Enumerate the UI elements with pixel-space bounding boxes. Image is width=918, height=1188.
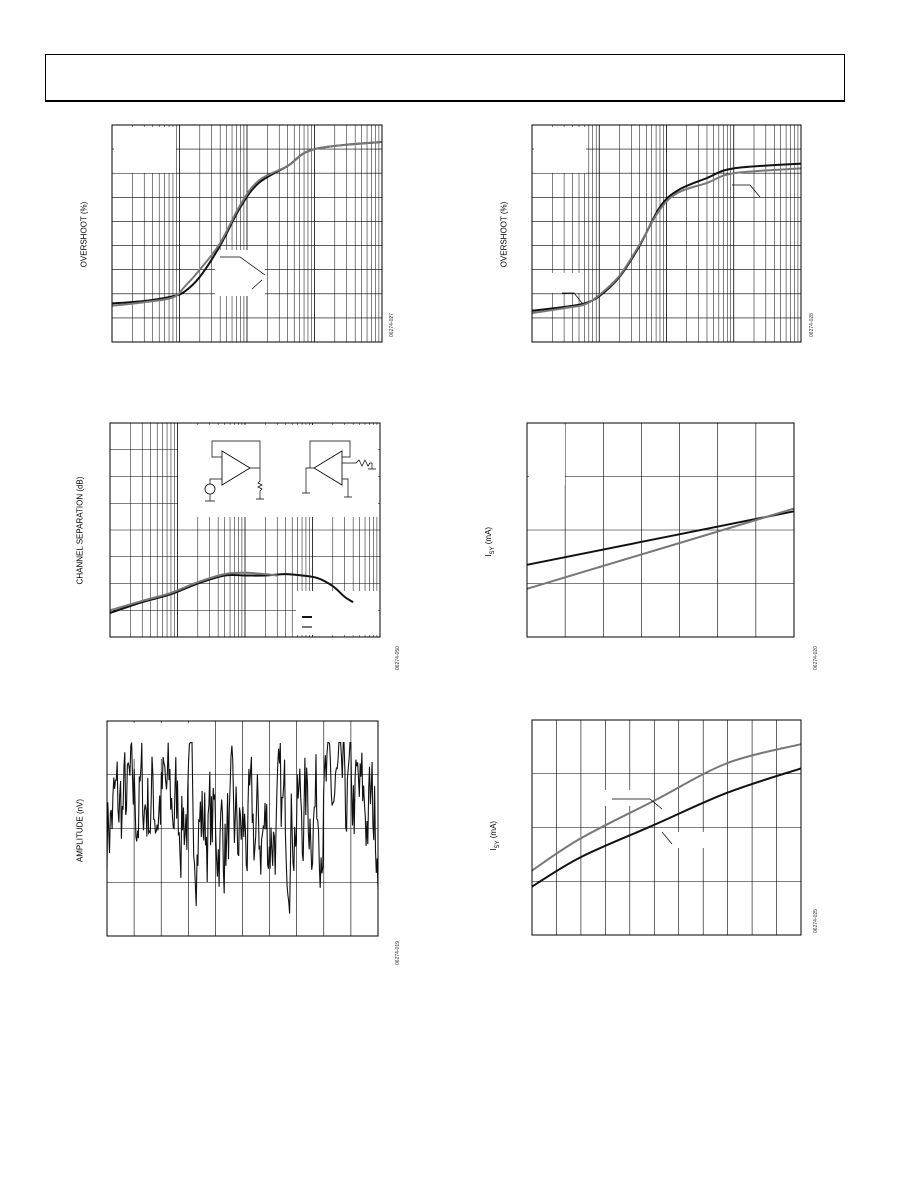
- y-axis-label: OVERSHOOT (%): [79, 201, 89, 268]
- series-line-2: [109, 571, 278, 612]
- label-clear-area: [534, 722, 556, 738]
- label-clear-area: [529, 425, 565, 485]
- opamp-symbol: [221, 450, 251, 486]
- label-leader-line: [220, 256, 266, 276]
- load-resistor-icon: [256, 468, 264, 500]
- y-axis-label: CHANNEL SEPARATION (dB): [75, 476, 85, 585]
- y-axis-label: ISY (mA): [489, 811, 501, 861]
- figure-id: 06274-050: [395, 646, 401, 670]
- label-clear-area: [215, 250, 265, 296]
- plot-frame: [106, 720, 379, 937]
- label-clear-area: [109, 723, 213, 759]
- series-line-2: [526, 507, 795, 590]
- ground-icon: [302, 467, 310, 494]
- ylabel-rest: (mA): [489, 820, 499, 841]
- series-line-1: [531, 767, 802, 888]
- series-line-1: [109, 573, 354, 614]
- y-axis-label: AMPLITUDE (nV): [75, 798, 85, 863]
- plot-frame: [531, 124, 802, 343]
- ylabel-main: I: [484, 554, 494, 557]
- feedback-wire: [211, 440, 261, 469]
- label-leader-line: [732, 184, 761, 198]
- chart-supply-current-lower: [531, 719, 802, 936]
- series-line-1: [526, 510, 795, 566]
- plot-frame: [109, 422, 381, 638]
- chart-voltage-noise: [106, 720, 379, 937]
- plot-frame: [111, 124, 383, 343]
- resistor-icon: [342, 459, 376, 470]
- chart-supply-current-upper: [526, 422, 795, 638]
- figure-id: 06274-019: [395, 941, 401, 965]
- y-axis-label: ISY (mA): [484, 517, 496, 567]
- chart-overshoot-left: [111, 124, 383, 343]
- plot-frame: [526, 422, 795, 638]
- ylabel-sub: SY: [494, 840, 501, 849]
- series-line-1: [106, 741, 379, 914]
- series-line-2: [111, 140, 383, 307]
- label-leader-line: [562, 292, 583, 304]
- figure-id: 06274-025: [813, 909, 819, 933]
- ylabel-rest: (mA): [484, 526, 494, 547]
- ground-icon: [205, 494, 215, 502]
- ground-icon: [342, 478, 352, 498]
- label-clear-area: [598, 790, 654, 806]
- input-wire: [209, 478, 222, 484]
- opamp-symbol: [313, 450, 343, 486]
- label-clear-area: [534, 273, 582, 293]
- label-clear-area: [178, 425, 378, 517]
- ylabel-main: I: [489, 848, 499, 851]
- figure-id: 06274-028: [809, 313, 815, 337]
- label-leader-line: [612, 798, 663, 810]
- figure-id: 06274-020: [813, 646, 819, 670]
- label-clear-area: [114, 127, 176, 173]
- figure-id: 06274-027: [389, 313, 395, 337]
- y-axis-label: OVERSHOOT (%): [499, 201, 509, 268]
- chart-channel-separation: [109, 422, 381, 638]
- ylabel-sub: SY: [489, 546, 496, 555]
- series-line-2: [531, 167, 802, 315]
- label-clear-area: [534, 127, 586, 173]
- label-leader-line: [251, 279, 263, 290]
- label-leader-line: [661, 831, 673, 845]
- page-header-box: [45, 54, 845, 102]
- label-clear-area: [296, 591, 378, 635]
- series-line-2: [531, 743, 802, 872]
- plot-frame: [531, 719, 802, 936]
- chart-overshoot-right: [531, 124, 802, 343]
- feedback-wire: [309, 440, 351, 469]
- label-clear-area: [664, 832, 720, 848]
